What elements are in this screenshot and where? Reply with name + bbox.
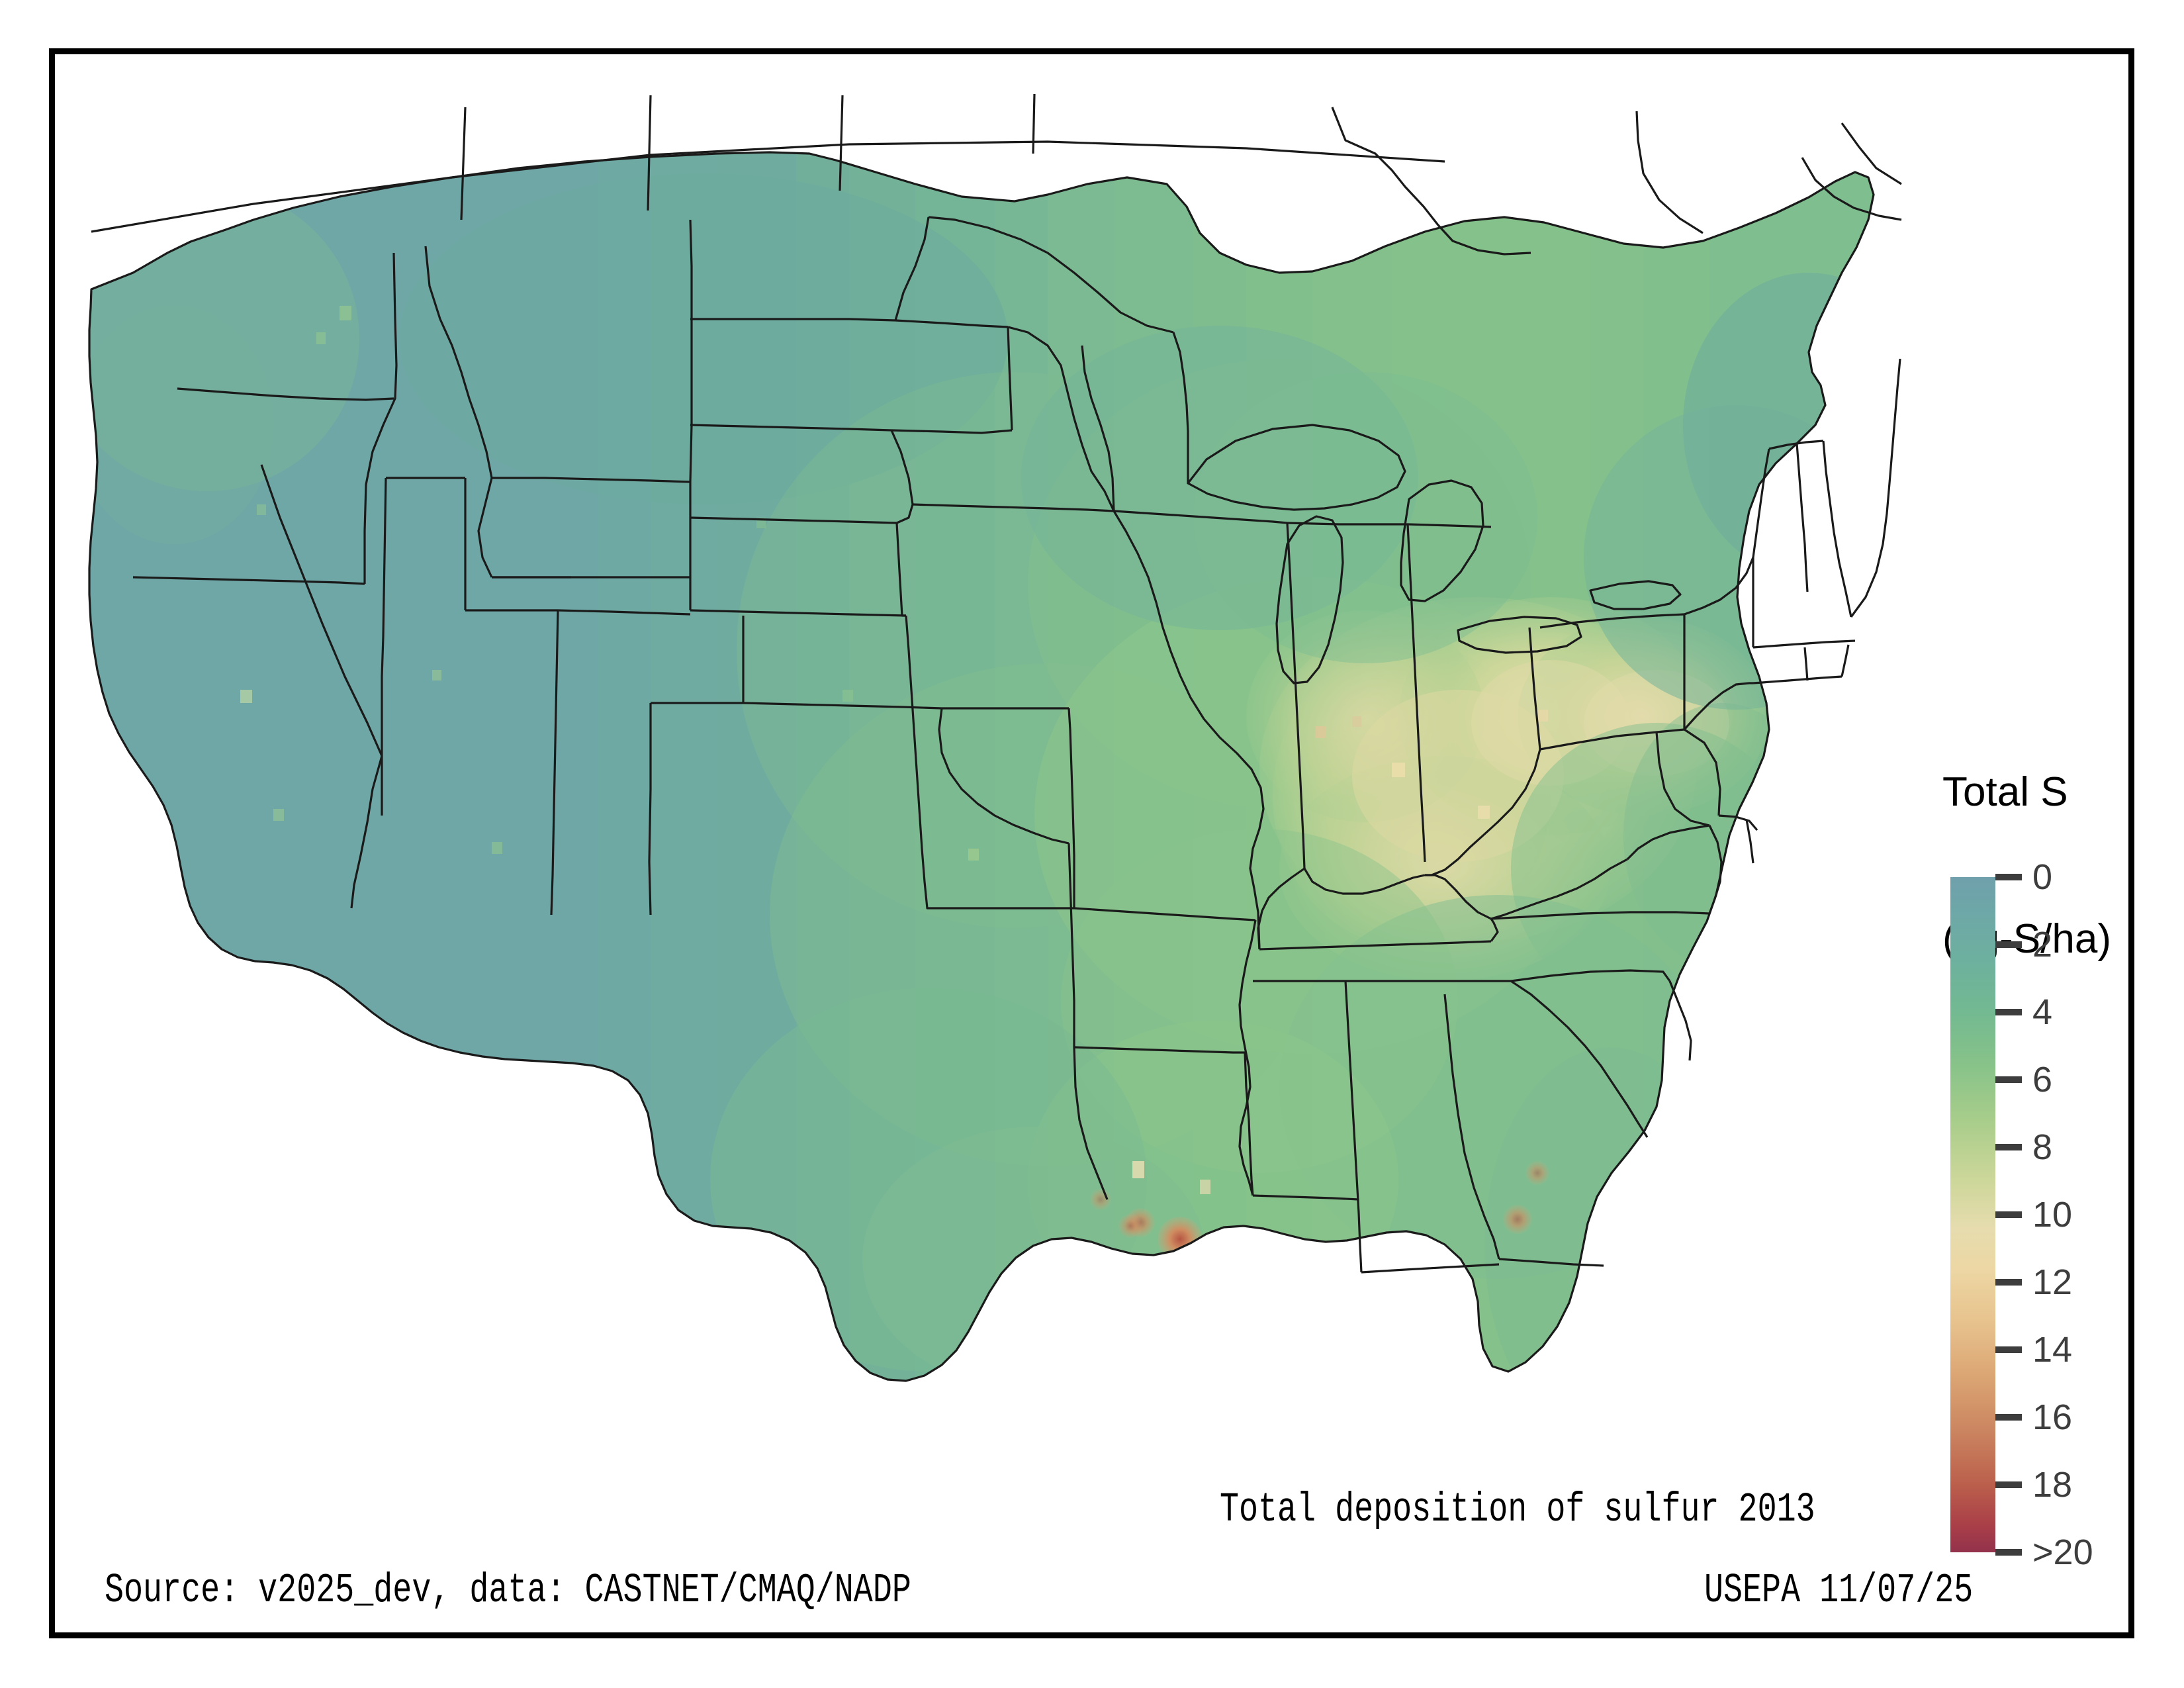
colorbar-tick-4: [1995, 1009, 2022, 1015]
colorbar-tick-2: [1995, 941, 2022, 948]
colorbar-tick-16: [1995, 1414, 2022, 1421]
colorbar-tick-14: [1995, 1346, 2022, 1353]
colorbar-label-6: 6: [2032, 1060, 2053, 1100]
colorbar-label-4: 4: [2032, 992, 2053, 1032]
colorbar-label-0: 0: [2032, 857, 2053, 897]
colorbar-label-8: 8: [2032, 1127, 2053, 1167]
colorbar-tick-6: [1995, 1076, 2022, 1083]
colorbar: 0 2 4 6 8 10 12 14 16 18 >20: [1950, 859, 2093, 1570]
deposition-map: [55, 54, 1908, 1544]
colorbar-label-10: 10: [2032, 1195, 2073, 1235]
colorbar-label-2: 2: [2032, 925, 2053, 964]
colorbar-label-20: >20: [2032, 1532, 2093, 1572]
colorbar-tick-20: [1995, 1549, 2022, 1556]
colorbar-tick-10: [1995, 1211, 2022, 1218]
map-plot-area: [55, 54, 1908, 1544]
map-caption-agency: USEPA 11/07/25: [1704, 1567, 1974, 1614]
legend-title-line-1: Total S: [1942, 769, 2068, 815]
colorbar-label-18: 18: [2032, 1465, 2073, 1505]
map-caption-title: Total deposition of sulfur 2013: [1220, 1486, 1815, 1533]
figure-frame: Total S (kg-S/ha) 0 2 4 6 8 10 12 14: [49, 48, 2134, 1638]
colorbar-tick-0: [1995, 874, 2022, 880]
state-boundaries: [88, 93, 1902, 1382]
colorbar-ramp: [1950, 877, 1995, 1552]
colorbar-tick-8: [1995, 1144, 2022, 1150]
colorbar-label-16: 16: [2032, 1397, 2073, 1437]
colorbar-tick-18: [1995, 1481, 2022, 1488]
colorbar-tick-12: [1995, 1279, 2022, 1286]
legend-panel: Total S (kg-S/ha) 0 2 4 6 8 10 12 14: [1895, 670, 2184, 1570]
map-caption-source: Source: v2025_dev, data: CASTNET/CMAQ/NA…: [105, 1567, 911, 1614]
colorbar-label-12: 12: [2032, 1262, 2073, 1302]
colorbar-label-14: 14: [2032, 1330, 2073, 1370]
